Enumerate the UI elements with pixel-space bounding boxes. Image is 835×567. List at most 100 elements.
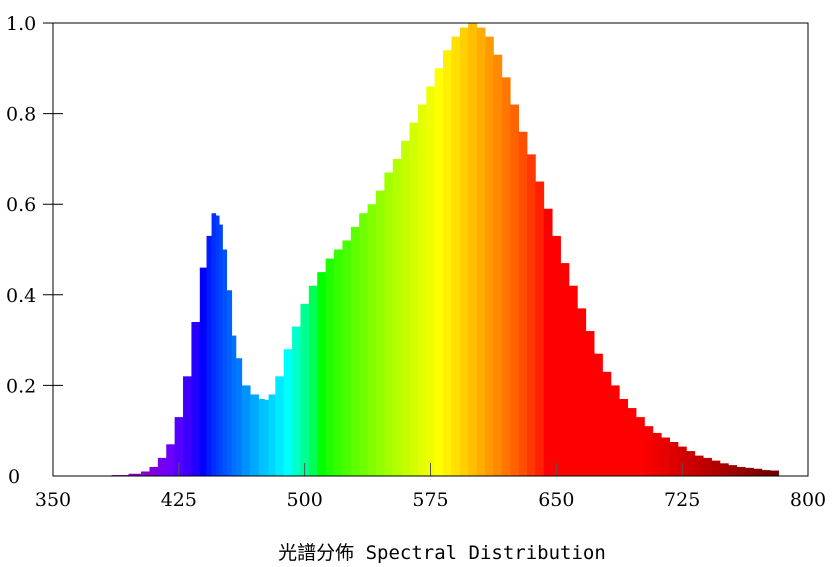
spectrum-bar: [215, 215, 220, 476]
spectrum-bar: [560, 263, 570, 476]
spectrum-bar: [711, 460, 721, 476]
x-tick-label: 500: [287, 489, 323, 511]
spectrum-bar: [552, 235, 561, 476]
spectrum-bar: [568, 285, 578, 476]
spectrum-bar: [384, 172, 394, 477]
spectrum-bar: [350, 226, 360, 476]
spectrum-bar: [268, 394, 276, 476]
spectrum-bar: [501, 77, 511, 477]
spectrum-bar: [250, 394, 259, 476]
spectrum-bar: [753, 468, 763, 476]
spectrum-bar: [594, 353, 603, 476]
spectrum-bar: [510, 104, 519, 476]
spectrum-bar: [543, 208, 553, 477]
spectrum-bars: [111, 23, 780, 477]
spectrum-bar: [703, 457, 712, 476]
spectrum-bar: [627, 408, 637, 476]
spectrum-bar: [476, 27, 486, 477]
spectrum-bar: [367, 204, 377, 476]
x-tick-label: 350: [35, 489, 71, 511]
spectrum-bar: [459, 27, 469, 477]
spectrum-bar: [736, 466, 746, 476]
spectrum-bar: [677, 446, 687, 476]
spectrum-bar: [636, 417, 645, 476]
spectrum-bar: [745, 467, 754, 476]
spectrum-bar: [661, 437, 670, 476]
y-tick-label: 1.0: [6, 13, 36, 35]
y-tick-label: 0: [8, 466, 20, 488]
spectrum-bar: [602, 371, 612, 476]
spectrum-bar: [468, 23, 478, 476]
spectrum-bar: [183, 376, 192, 476]
spectrum-bar: [211, 213, 217, 476]
x-axis-title: 光譜分佈 Spectral Distribution: [278, 542, 606, 564]
spectrum-bar: [485, 36, 494, 477]
spectrum-bar: [241, 385, 251, 476]
x-tick-label: 725: [664, 489, 700, 511]
y-tick-label: 0.8: [6, 104, 36, 126]
plot-frame: [52, 22, 809, 477]
spectrum-bar: [493, 54, 503, 477]
spectrum-bar: [392, 158, 402, 476]
spectrum-bar: [258, 398, 265, 476]
spectrum-bar: [443, 50, 452, 477]
spectrum-bar: [325, 258, 335, 476]
x-tick-label: 800: [790, 489, 826, 511]
spectrum-bar: [694, 455, 704, 476]
spectrum-bar: [128, 473, 142, 476]
spectrum-bar: [761, 470, 771, 476]
spectrum-bar: [728, 465, 738, 476]
y-axis-ticks: [43, 22, 63, 386]
spectrum-bar: [719, 463, 729, 476]
x-axis-tick-labels: 350 425 500 575 650 725 800: [35, 489, 826, 511]
spectrum-bar: [518, 131, 528, 476]
spectrum-bar: [157, 457, 167, 476]
spectrum-bar: [199, 267, 207, 476]
spectrum-bar: [686, 451, 696, 476]
spectrum-bar: [434, 68, 444, 477]
spectrum-bar: [577, 308, 587, 476]
spectrum-bar: [375, 190, 385, 477]
spectrum-bar: [149, 466, 159, 476]
y-axis-tick-labels: 0 0.2 0.4 0.6 0.8 1.0: [6, 13, 36, 488]
spectrum-bar: [231, 335, 237, 476]
spectrum-bar: [535, 181, 545, 477]
spectrum-bar: [292, 326, 301, 476]
x-tick-label: 425: [161, 489, 197, 511]
y-tick-label: 0.6: [6, 194, 36, 216]
y-tick-label: 0.4: [6, 285, 36, 307]
spectrum-bar: [317, 272, 327, 476]
spectrum-bar: [770, 470, 780, 476]
spectrum-bar: [644, 426, 654, 476]
spectrum-bar: [669, 442, 679, 476]
spectrum-bar: [417, 104, 427, 476]
spectrum-bar: [526, 154, 536, 476]
spectrum-bar: [166, 444, 176, 476]
spectrum-bar: [409, 122, 419, 476]
x-tick-label: 575: [412, 489, 448, 511]
spectrum-bar: [342, 240, 352, 476]
spectrum-bar: [300, 303, 310, 476]
x-tick-label: 650: [538, 489, 574, 511]
spectrum-bar: [206, 235, 212, 476]
spectrum-bar: [334, 249, 343, 476]
y-tick-label: 0.2: [6, 375, 36, 397]
spectrum-bar: [610, 385, 620, 476]
spectrum-bar: [141, 471, 150, 476]
spectrum-bar: [451, 36, 461, 477]
spectrum-bar: [191, 321, 201, 476]
spectrum-bar: [585, 331, 595, 476]
spectrum-bar: [619, 398, 629, 476]
spectrum-bar: [235, 358, 243, 476]
spectrum-bar: [226, 290, 233, 476]
spectrum-bar: [222, 249, 228, 476]
spectrum-bar: [308, 285, 318, 476]
spectrum-bar: [275, 376, 285, 476]
spectrum-bar: [652, 432, 662, 476]
spectrum-bar: [264, 399, 269, 476]
spectrum-bar: [174, 417, 184, 476]
spectrum-bar: [401, 140, 410, 476]
spectrum-bar: [359, 213, 368, 476]
spectrum-bar: [283, 349, 293, 476]
